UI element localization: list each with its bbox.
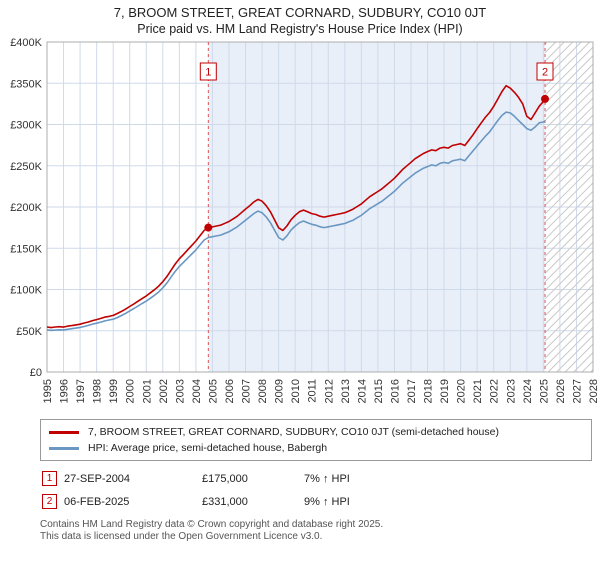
svg-text:£0: £0	[30, 367, 42, 379]
svg-text:2013: 2013	[340, 379, 352, 403]
svg-text:£50K: £50K	[16, 326, 42, 338]
legend-label-hpi: HPI: Average price, semi-detached house,…	[88, 442, 328, 454]
sale-2-flag-box	[536, 62, 554, 81]
sale-row-1: 1 27-SEP-2004 £175,000 7% ↑ HPI	[42, 471, 600, 486]
svg-text:2000: 2000	[125, 379, 137, 403]
legend-item-price: 7, BROOM STREET, GREAT CORNARD, SUDBURY,…	[49, 424, 583, 440]
svg-text:2018: 2018	[423, 379, 435, 403]
sale-2-flag: 2	[42, 494, 57, 509]
svg-text:2019: 2019	[439, 379, 451, 403]
price-series-line	[46, 84, 546, 329]
legend-item-hpi: HPI: Average price, semi-detached house,…	[49, 440, 583, 456]
sale-1-date: 27-SEP-2004	[64, 472, 131, 485]
price-history-chart: 1 2 £0 £50K £100K £150K £200K £250K £300K £350K £4…	[10, 37, 600, 403]
svg-text:2015: 2015	[373, 379, 385, 403]
svg-text:2005: 2005	[208, 379, 220, 403]
sale-1-flag: 1	[42, 471, 57, 486]
svg-text:1996: 1996	[59, 379, 71, 403]
price-line-swatch	[49, 430, 79, 434]
svg-text:2004: 2004	[191, 379, 203, 403]
svg-text:2023: 2023	[505, 379, 517, 403]
page-title: 7, BROOM STREET, GREAT CORNARD, SUDBURY,…	[113, 5, 487, 20]
svg-text:£350K: £350K	[10, 78, 42, 90]
svg-text:2026: 2026	[555, 379, 567, 403]
svg-text:2022: 2022	[489, 379, 501, 403]
svg-text:2003: 2003	[174, 379, 186, 403]
svg-text:£100K: £100K	[10, 285, 42, 297]
sale-2-hpi-delta: 9% ↑ HPI	[304, 495, 350, 508]
svg-text:2025: 2025	[538, 379, 550, 403]
svg-text:1998: 1998	[92, 379, 104, 403]
svg-text:2027: 2027	[572, 379, 584, 403]
sale-2-date: 06-FEB-2025	[64, 495, 130, 508]
svg-text:£150K: £150K	[10, 243, 42, 255]
sale-1-price: £175,000	[202, 472, 248, 485]
sale-2-price: £331,000	[202, 495, 248, 508]
page-subtitle: Price paid vs. HM Land Registry's House …	[137, 22, 463, 36]
svg-text:2012: 2012	[323, 379, 335, 403]
svg-text:2002: 2002	[158, 379, 170, 403]
plot-border	[46, 41, 594, 373]
footer-line-1: Contains HM Land Registry data © Crown c…	[40, 519, 384, 530]
svg-text:2020: 2020	[456, 379, 468, 403]
svg-text:2014: 2014	[356, 379, 368, 403]
sale-1-hpi-delta: 7% ↑ HPI	[304, 472, 350, 485]
svg-text:2007: 2007	[241, 379, 253, 403]
svg-text:£300K: £300K	[10, 120, 42, 132]
future-period-hatch	[545, 42, 593, 372]
sale-2-dot	[541, 94, 549, 103]
svg-text:2001: 2001	[141, 379, 153, 403]
svg-text:2008: 2008	[257, 379, 269, 403]
footer-line-2: This data is licensed under the Open Gov…	[40, 531, 323, 542]
svg-text:2: 2	[542, 67, 548, 79]
svg-text:1995: 1995	[42, 379, 54, 403]
sale-row-2: 2 06-FEB-2025 £331,000 9% ↑ HPI	[42, 494, 600, 509]
legend-label-price: 7, BROOM STREET, GREAT CORNARD, SUDBURY,…	[88, 426, 499, 438]
svg-text:2006: 2006	[224, 379, 236, 403]
sale-annotations: 1 27-SEP-2004 £175,000 7% ↑ HPI 2 06-FEB…	[42, 471, 600, 509]
svg-text:2021: 2021	[472, 379, 484, 403]
chart-legend: 7, BROOM STREET, GREAT CORNARD, SUDBURY,…	[40, 419, 592, 461]
svg-text:£400K: £400K	[10, 37, 42, 49]
license-footer: Contains HM Land Registry data © Crown c…	[40, 519, 600, 543]
svg-text:2028: 2028	[588, 379, 600, 403]
svg-text:2017: 2017	[406, 379, 418, 403]
svg-text:2009: 2009	[274, 379, 286, 403]
svg-text:2011: 2011	[307, 379, 319, 403]
sale-1-dot	[204, 223, 213, 232]
svg-text:1999: 1999	[108, 379, 120, 403]
sale-1-flag-box	[199, 62, 217, 81]
svg-text:£250K: £250K	[10, 161, 42, 173]
svg-text:2024: 2024	[522, 379, 534, 403]
svg-text:£200K: £200K	[10, 202, 42, 214]
svg-text:2010: 2010	[290, 379, 302, 403]
svg-text:2016: 2016	[390, 379, 402, 403]
hpi-line-swatch	[49, 446, 79, 450]
svg-text:1997: 1997	[75, 379, 87, 403]
hpi-series-line	[46, 111, 546, 332]
svg-text:1: 1	[205, 67, 211, 79]
